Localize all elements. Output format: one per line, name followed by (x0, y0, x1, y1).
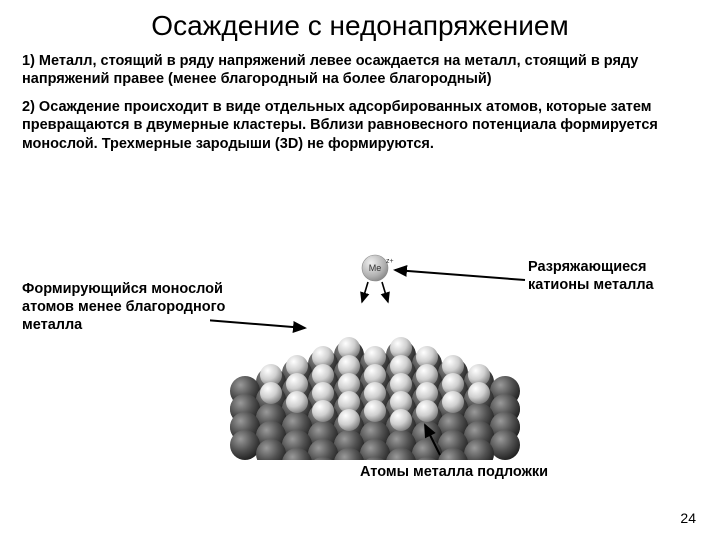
paragraph-1: 1) Металл, стоящий в ряду напряжений лев… (0, 48, 720, 94)
pointer-monolayer (210, 320, 305, 328)
ion-label: Me (369, 263, 382, 273)
label-cations: Разряжающиеся катионы металла (528, 258, 698, 294)
page-title: Осаждение с недонапряжением (0, 0, 720, 48)
label-substrate: Атомы металла подложки (360, 464, 548, 480)
paragraph-2: 2) Осаждение происходит в виде отдельных… (0, 94, 720, 158)
pointer-cation (395, 270, 525, 280)
deposition-diagram: Me z+ (210, 250, 540, 460)
deposition-arrow (362, 282, 368, 302)
ion-charge: z+ (386, 258, 394, 265)
page-number: 24 (680, 510, 696, 526)
deposition-arrow (382, 282, 388, 302)
